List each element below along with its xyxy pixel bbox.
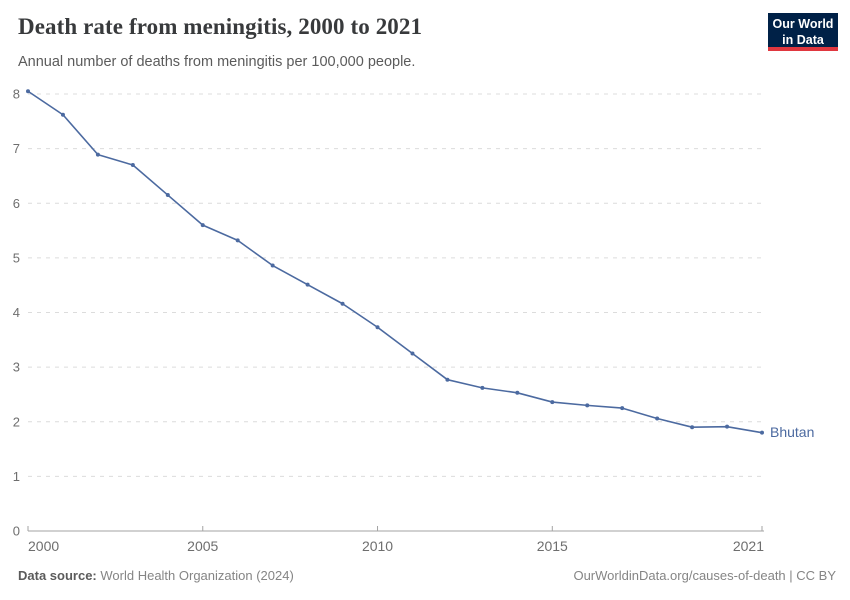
y-tick-label: 2 — [13, 414, 20, 429]
data-point[interactable] — [445, 377, 450, 382]
y-tick-label: 1 — [13, 469, 20, 484]
data-source-label: Data source: — [18, 568, 97, 583]
data-point[interactable] — [585, 403, 590, 408]
owid-logo[interactable]: Our World in Data — [768, 13, 838, 51]
data-point[interactable] — [165, 193, 170, 198]
y-tick-label: 4 — [13, 305, 20, 320]
data-point[interactable] — [620, 406, 625, 411]
x-tick-label: 2000 — [28, 538, 59, 554]
x-tick-label: 2005 — [187, 538, 218, 554]
owid-logo-line2: in Data — [782, 33, 824, 48]
footer-citation: OurWorldinData.org/causes-of-death | CC … — [573, 568, 836, 583]
data-point[interactable] — [26, 89, 30, 94]
data-point[interactable] — [95, 152, 100, 157]
page-title: Death rate from meningitis, 2000 to 2021 — [18, 14, 423, 39]
series-end-label: Bhutan — [770, 424, 814, 440]
data-point[interactable] — [725, 424, 730, 429]
y-tick-label: 0 — [13, 524, 20, 539]
gridlines — [28, 93, 762, 477]
y-tick-label: 5 — [13, 250, 20, 265]
x-axis: 2000 2005 2010 2015 2021 — [27, 526, 764, 554]
data-point[interactable] — [340, 301, 345, 306]
data-point[interactable] — [550, 400, 555, 405]
data-point[interactable] — [515, 390, 520, 395]
data-point[interactable] — [130, 163, 135, 168]
data-point[interactable] — [690, 425, 695, 430]
y-tick-label: 8 — [13, 87, 20, 102]
chart-subtitle: Annual number of deaths from meningitis … — [18, 54, 416, 70]
footer: Data source: World Health Organization (… — [18, 568, 836, 583]
y-tick-label: 3 — [13, 360, 20, 375]
data-source: Data source: World Health Organization (… — [18, 568, 294, 583]
series-line[interactable] — [27, 90, 763, 434]
x-tick-label: 2010 — [362, 538, 393, 554]
x-tick-label: 2015 — [537, 538, 568, 554]
data-point[interactable] — [375, 325, 380, 330]
x-tick-label: 2021 — [733, 538, 764, 554]
data-point[interactable] — [305, 282, 310, 287]
data-point[interactable] — [480, 385, 485, 390]
data-point[interactable] — [200, 223, 205, 228]
y-tick-label: 6 — [13, 196, 20, 211]
data-point[interactable] — [60, 112, 65, 117]
owid-logo-line1: Our World — [772, 17, 834, 31]
data-point[interactable] — [235, 238, 240, 243]
data-point[interactable] — [410, 351, 415, 356]
data-series: Bhutan — [26, 89, 814, 440]
data-source-value: World Health Organization (2024) — [100, 568, 294, 583]
data-point[interactable] — [760, 430, 764, 435]
y-tick-label: 7 — [13, 141, 20, 156]
data-point[interactable] — [270, 263, 275, 268]
data-point[interactable] — [655, 416, 660, 421]
y-axis-labels: 0 1 2 3 4 5 6 7 8 — [13, 87, 20, 539]
